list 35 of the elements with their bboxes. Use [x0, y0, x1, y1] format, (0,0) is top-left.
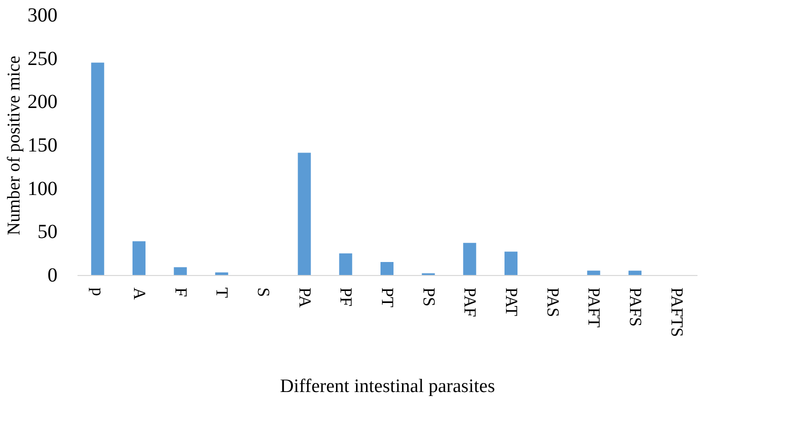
bar	[174, 267, 187, 275]
x-tick-label: PAFTS	[667, 288, 686, 337]
y-tick-label: 200	[28, 91, 58, 114]
x-tick-label: PA	[295, 288, 314, 308]
y-tick-label: 150	[28, 134, 58, 156]
x-tick-label: PS	[419, 288, 438, 306]
bar	[298, 152, 311, 275]
x-tick-label: PT	[378, 288, 397, 308]
bar	[628, 270, 642, 275]
x-tick-label: A	[130, 288, 149, 300]
x-tick-label: PAFS	[626, 288, 645, 327]
y-axis-title: Number of positive mice	[4, 56, 24, 236]
x-tick-label: PAS	[543, 288, 562, 318]
x-axis-title: Different intestinal parasites	[280, 376, 495, 397]
bar	[215, 272, 228, 275]
bar	[91, 62, 104, 275]
x-tick-label: F	[171, 288, 190, 297]
x-tick-label: p	[88, 288, 108, 296]
y-tick-label: 50	[38, 221, 58, 244]
x-tick-label: PAF	[460, 288, 480, 318]
y-tick-label: 100	[28, 178, 58, 200]
y-tick-label: 0	[48, 264, 58, 286]
y-tick-label: 250	[28, 48, 58, 70]
bar	[587, 270, 600, 275]
x-tick-label: S	[254, 288, 273, 297]
x-tick-label: PF	[336, 288, 356, 306]
y-tick-label: 300	[28, 4, 58, 26]
x-tick-label: PAFT	[584, 288, 604, 328]
bar	[463, 242, 476, 275]
x-tick-label: T	[212, 288, 232, 298]
bar	[380, 262, 394, 275]
bar	[132, 241, 146, 275]
x-tick-label: PAT	[502, 288, 521, 317]
bar	[339, 253, 352, 275]
bar	[504, 252, 518, 275]
